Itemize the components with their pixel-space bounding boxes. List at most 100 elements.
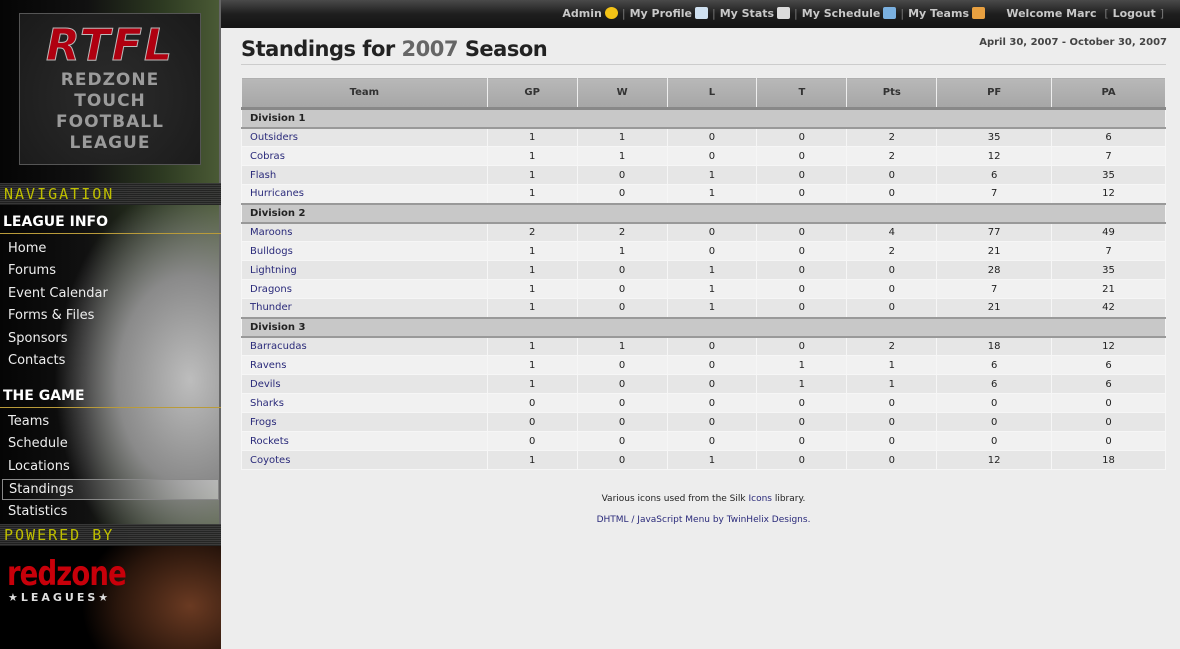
star-icon: [604, 7, 618, 19]
cell-t: 0: [756, 336, 848, 356]
column-header-gp[interactable]: GP: [486, 77, 578, 110]
redzone-logo-text: redzone: [7, 554, 127, 594]
table-row: Bulldogs 1 1 0 0 2 21 7: [241, 241, 1166, 261]
logo-acronym: RTFL: [45, 20, 174, 71]
sidebar-item-contacts[interactable]: Contacts: [8, 353, 66, 368]
silk-icons-link[interactable]: Icons: [748, 494, 772, 504]
cell-l: 0: [666, 412, 758, 432]
cell-pts: 0: [846, 260, 938, 280]
league-info-heading: LEAGUE INFO: [0, 212, 221, 234]
column-header-pts[interactable]: Pts: [846, 77, 938, 110]
topbar-link-my-schedule[interactable]: My Schedule: [801, 7, 881, 20]
twinhelix-link[interactable]: DHTML / JavaScript Menu by TwinHelix Des…: [596, 515, 811, 525]
division-row: Division 3: [241, 316, 1166, 338]
sidebar-item-forums[interactable]: Forums: [8, 263, 56, 279]
team-link[interactable]: Frogs: [241, 412, 488, 432]
team-link[interactable]: Coyotes: [241, 450, 488, 470]
cell-gp: 1: [486, 260, 578, 280]
column-header-l[interactable]: L: [666, 77, 758, 110]
table-row: Outsiders 1 1 0 0 2 35 6: [241, 127, 1166, 147]
cell-l: 0: [666, 241, 758, 261]
team-link[interactable]: Flash: [241, 165, 488, 185]
team-link[interactable]: Sharks: [241, 393, 488, 413]
the-game-heading: THE GAME: [0, 386, 221, 408]
cell-pts: 4: [846, 222, 938, 242]
cell-gp: 1: [486, 355, 578, 375]
team-link[interactable]: Devils: [241, 374, 488, 394]
cell-pf: 35: [936, 127, 1053, 147]
sidebar-item-teams[interactable]: Teams: [8, 414, 50, 429]
powered-by-label: POWERED BY: [0, 524, 221, 546]
cell-l: 0: [666, 146, 758, 166]
sidebar-item-home[interactable]: Home: [8, 241, 47, 256]
cell-gp: 1: [486, 241, 578, 261]
sidebar-item-event-calendar[interactable]: Event Calendar: [8, 285, 108, 301]
column-header-pa[interactable]: PA: [1051, 77, 1166, 110]
cell-t: 0: [756, 127, 848, 147]
cell-l: 1: [666, 450, 758, 470]
team-link[interactable]: Lightning: [241, 260, 488, 280]
footer: Various icons used from the Silk Icons l…: [241, 489, 1166, 531]
sidebar-item-locations[interactable]: Locations: [8, 458, 70, 474]
column-header-team[interactable]: Team: [241, 77, 488, 110]
topbar-link-admin[interactable]: Admin: [562, 7, 602, 20]
cell-pf: 7: [936, 279, 1053, 299]
cell-pa: 0: [1051, 393, 1166, 413]
cell-l: 0: [666, 127, 758, 147]
cell-l: 1: [666, 260, 758, 280]
logout-link[interactable]: Logout: [1112, 7, 1156, 20]
cell-pf: 0: [936, 393, 1053, 413]
cell-pf: 6: [936, 355, 1053, 375]
cell-gp: 1: [486, 127, 578, 147]
cell-w: 1: [576, 336, 668, 356]
team-link[interactable]: Thunder: [241, 298, 488, 318]
rtfl-logo[interactable]: RTFL REDZONE TOUCH FOOTBALL LEAGUE: [19, 13, 201, 165]
column-header-pf[interactable]: PF: [936, 77, 1053, 110]
column-header-w[interactable]: W: [576, 77, 668, 110]
navigation-label: NAVIGATION: [0, 183, 221, 205]
cell-w: 1: [576, 127, 668, 147]
sidebar-item-forms-files[interactable]: Forms & Files: [8, 308, 95, 324]
cell-l: 0: [666, 431, 758, 451]
column-header-t[interactable]: T: [756, 77, 848, 110]
sidebar-item-schedule[interactable]: Schedule: [8, 436, 68, 452]
team-link[interactable]: Maroons: [241, 222, 488, 242]
cell-pf: 6: [936, 165, 1053, 185]
team-link[interactable]: Hurricanes: [241, 184, 488, 204]
team-link[interactable]: Outsiders: [241, 127, 488, 147]
redzone-leagues-logo[interactable]: redzone ★LEAGUES★: [0, 546, 221, 649]
cell-pa: 18: [1051, 450, 1166, 470]
cell-pa: 6: [1051, 355, 1166, 375]
table-row: Flash 1 0 1 0 0 6 35: [241, 165, 1166, 185]
logo-line: LEAGUE: [69, 133, 151, 153]
sidebar-item-statistics[interactable]: Statistics: [8, 503, 68, 519]
footer-credit-text: library.: [771, 494, 806, 504]
team-link[interactable]: Ravens: [241, 355, 488, 375]
cell-w: 0: [576, 393, 668, 413]
topbar-link-my-stats[interactable]: My Stats: [719, 7, 775, 20]
team-link[interactable]: Dragons: [241, 279, 488, 299]
cell-l: 1: [666, 279, 758, 299]
cell-gp: 0: [486, 431, 578, 451]
standings-table: Team GP W L T Pts PF PA Division 1 Outsiders 1 1 0 0…: [241, 77, 1166, 470]
topbar-link-my-teams[interactable]: My Teams: [908, 7, 969, 20]
cell-l: 1: [666, 298, 758, 318]
cell-w: 0: [576, 279, 668, 299]
division-row: Division 2: [241, 202, 1166, 224]
cell-t: 0: [756, 431, 848, 451]
cell-gp: 1: [486, 298, 578, 318]
top-bar: Admin | My Profile | My Stats | My Schedule | My…: [221, 0, 1180, 28]
cell-pf: 18: [936, 336, 1053, 356]
team-link[interactable]: Cobras: [241, 146, 488, 166]
cell-l: 0: [666, 336, 758, 356]
cell-l: 1: [666, 184, 758, 204]
sidebar-item-sponsors[interactable]: Sponsors: [8, 330, 68, 346]
topbar-link-my-profile[interactable]: My Profile: [629, 7, 692, 20]
sidebar-item-standings[interactable]: Standings: [2, 479, 219, 501]
team-link[interactable]: Bulldogs: [241, 241, 488, 261]
cell-w: 0: [576, 431, 668, 451]
team-link[interactable]: Barracudas: [241, 336, 488, 356]
team-link[interactable]: Rockets: [241, 431, 488, 451]
cell-gp: 1: [486, 374, 578, 394]
cell-pa: 0: [1051, 412, 1166, 432]
